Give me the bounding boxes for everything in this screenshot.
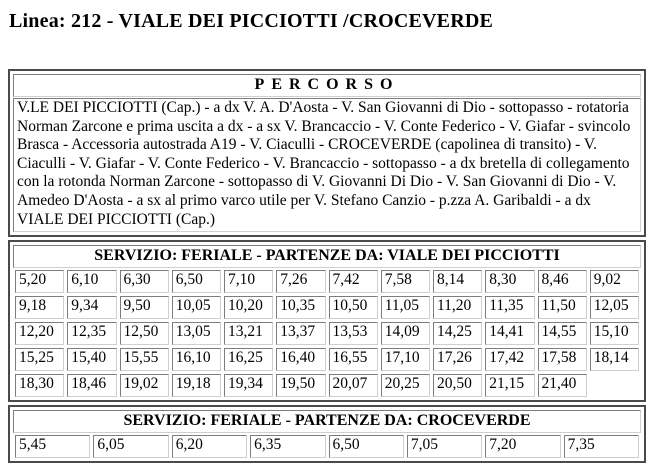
departure-time-cell: 11,05 bbox=[380, 296, 430, 320]
departure-time-cell: 5,45 bbox=[15, 435, 91, 459]
departure-time-cell: 11,35 bbox=[485, 296, 535, 320]
departure-time-cell: 10,05 bbox=[171, 296, 221, 320]
departure-time-cell: 16,10 bbox=[171, 348, 221, 372]
departure-time-cell: 11,50 bbox=[537, 296, 587, 320]
departure-time-cell: 16,40 bbox=[276, 348, 326, 372]
departure-time-cell: 19,50 bbox=[276, 374, 326, 398]
departure-time-cell: 10,35 bbox=[276, 296, 326, 320]
percorso-table: PERCORSO V.LE DEI PICCIOTTI (Cap.) - a d… bbox=[8, 69, 646, 238]
page-title: Linea: 212 - VIALE DEI PICCIOTTI /CROCEV… bbox=[9, 10, 494, 32]
departure-time-cell: 15,55 bbox=[119, 348, 169, 372]
departure-time-cell: 13,05 bbox=[171, 322, 221, 346]
departure-time-cell: 20,07 bbox=[328, 374, 378, 398]
departure-time-cell: 8,14 bbox=[433, 270, 483, 294]
departure-time-cell: 13,37 bbox=[276, 322, 326, 346]
departure-time-cell: 7,26 bbox=[276, 270, 326, 294]
departure-time-cell: 8,46 bbox=[537, 270, 587, 294]
timetable-croceverde-grid: 5,45 6,05 6,20 6,35 6,50 7,05 7,20 7,35 bbox=[12, 432, 642, 461]
departure-time-cell: 7,42 bbox=[328, 270, 378, 294]
departure-time-cell: 14,55 bbox=[537, 322, 587, 346]
percorso-description: V.LE DEI PICCIOTTI (Cap.) - a dx V. A. D… bbox=[13, 98, 641, 233]
departure-time-cell: 6,30 bbox=[119, 270, 169, 294]
departure-time-cell: 20,25 bbox=[380, 374, 430, 398]
timetable-row: 9,18 9,34 9,50 10,05 10,20 10,35 10,50 11,05 11,… bbox=[15, 296, 639, 320]
departure-time-cell: 20,50 bbox=[433, 374, 483, 398]
departure-time-cell: 10,50 bbox=[328, 296, 378, 320]
empty-cell bbox=[590, 374, 639, 397]
departure-time-cell: 13,53 bbox=[328, 322, 378, 346]
timetable-row: 15,25 15,40 15,55 16,10 16,25 16,40 16,55 17,10… bbox=[15, 348, 639, 372]
departure-time-cell: 14,25 bbox=[433, 322, 483, 346]
timetable-picciotti-header: SERVIZIO: FERIALE - PARTENZE DA: VIALE D… bbox=[13, 245, 641, 269]
departure-time-cell: 17,42 bbox=[485, 348, 535, 372]
departure-time-cell: 18,30 bbox=[15, 374, 65, 398]
departure-time-cell: 6,50 bbox=[171, 270, 221, 294]
departure-time-cell: 9,18 bbox=[15, 296, 65, 320]
departure-time-cell: 13,21 bbox=[224, 322, 274, 346]
timetable-row: 12,20 12,35 12,50 13,05 13,21 13,37 13,53 14,09… bbox=[15, 322, 639, 346]
departure-time-cell: 6,10 bbox=[67, 270, 117, 294]
departure-time-cell: 17,58 bbox=[537, 348, 587, 372]
departure-time-cell: 9,34 bbox=[67, 296, 117, 320]
departure-time-cell: 6,20 bbox=[171, 435, 248, 459]
departure-time-cell: 15,25 bbox=[15, 348, 65, 372]
departure-time-cell: 7,58 bbox=[380, 270, 430, 294]
departure-time-cell: 19,02 bbox=[119, 374, 169, 398]
departure-time-cell: 10,20 bbox=[224, 296, 274, 320]
departure-time-cell: 9,50 bbox=[119, 296, 169, 320]
departure-time-cell: 14,41 bbox=[485, 322, 535, 346]
departure-time-cell: 6,35 bbox=[250, 435, 326, 459]
departure-time-cell: 7,05 bbox=[406, 435, 483, 459]
departure-time-cell: 19,34 bbox=[224, 374, 274, 398]
timetable-picciotti-grid: 5,20 6,10 6,30 6,50 7,10 7,26 7,42 7,58 8,14 8,30… bbox=[12, 267, 642, 400]
departure-time-cell: 17,10 bbox=[380, 348, 430, 372]
departure-time-cell: 14,09 bbox=[380, 322, 430, 346]
departure-time-cell: 9,02 bbox=[589, 270, 639, 294]
departure-time-cell: 11,20 bbox=[433, 296, 483, 320]
departure-time-cell: 5,20 bbox=[15, 270, 65, 294]
timetable-row: 18,30 18,46 19,02 19,18 19,34 19,50 20,07 20,25… bbox=[15, 374, 639, 398]
departure-time-cell: 12,05 bbox=[589, 296, 639, 320]
departure-time-cell: 7,35 bbox=[563, 435, 639, 459]
departure-time-cell: 7,10 bbox=[224, 270, 274, 294]
departure-time-cell: 15,10 bbox=[589, 322, 639, 346]
departure-time-cell: 18,46 bbox=[67, 374, 117, 398]
timetable-croceverde-header: SERVIZIO: FERIALE - PARTENZE DA: CROCEVE… bbox=[13, 410, 641, 434]
timetable-picciotti: SERVIZIO: FERIALE - PARTENZE DA: VIALE D… bbox=[8, 240, 646, 403]
departure-time-cell: 8,30 bbox=[485, 270, 535, 294]
percorso-header: PERCORSO bbox=[13, 74, 641, 97]
departure-time-cell: 12,20 bbox=[15, 322, 65, 346]
departure-time-cell: 12,50 bbox=[119, 322, 169, 346]
departure-time-cell: 6,50 bbox=[328, 435, 404, 459]
departure-time-cell: 15,40 bbox=[67, 348, 117, 372]
departure-time-cell: 17,26 bbox=[433, 348, 483, 372]
departure-time-cell: 16,55 bbox=[328, 348, 378, 372]
departure-time-cell: 18,14 bbox=[589, 348, 639, 372]
departure-time-cell: 21,40 bbox=[537, 374, 587, 398]
departure-time-cell: 6,05 bbox=[93, 435, 169, 459]
timetable-croceverde: SERVIZIO: FERIALE - PARTENZE DA: CROCEVE… bbox=[8, 405, 646, 463]
departure-time-cell: 16,25 bbox=[224, 348, 274, 372]
departure-time-cell: 21,15 bbox=[485, 374, 535, 398]
departure-time-cell: 12,35 bbox=[67, 322, 117, 346]
timetable-row: 5,45 6,05 6,20 6,35 6,50 7,05 7,20 7,35 bbox=[15, 435, 639, 459]
departure-time-cell: 7,20 bbox=[485, 435, 561, 459]
timetable-row: 5,20 6,10 6,30 6,50 7,10 7,26 7,42 7,58 8,14 8,30… bbox=[15, 270, 639, 294]
departure-time-cell: 19,18 bbox=[171, 374, 221, 398]
